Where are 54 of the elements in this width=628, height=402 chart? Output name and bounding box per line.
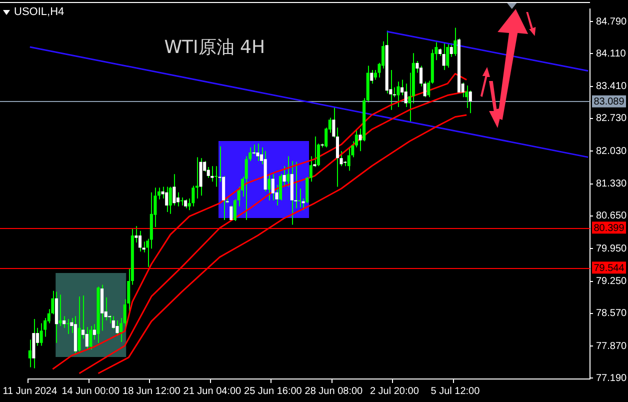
y-tick-label: 83.410 (596, 81, 628, 92)
y-tick-label: 84.790 (596, 16, 628, 28)
y-tick-label: 84.110 (596, 48, 626, 60)
chart-title: USOIL,H4 (14, 6, 64, 18)
y-tick-label: 79.950 (596, 243, 628, 254)
candlestick (454, 27, 457, 56)
candlestick (446, 42, 450, 68)
x-tick-label: 14 Jun 00:00 (62, 386, 120, 397)
candlestick (465, 84, 468, 108)
candlestick (256, 143, 260, 162)
candlestick (112, 316, 115, 330)
candlestick (66, 318, 70, 334)
y-tick-label: 77.190 (596, 372, 628, 384)
candlestick (244, 156, 248, 221)
candlestick (271, 174, 274, 201)
candlestick (116, 320, 119, 336)
y-tick-label: 81.330 (596, 178, 628, 190)
candlestick (28, 339, 32, 368)
candlestick (286, 156, 290, 188)
ref-line-label: 83.089 (594, 96, 625, 108)
candlestick (78, 296, 81, 352)
x-tick-label: 5 Jul 12:00 (430, 386, 480, 397)
x-tick-label: 2 Jul 20:00 (370, 386, 420, 397)
candlestick (396, 81, 400, 108)
ref-line-label: 79.544 (594, 262, 625, 274)
y-tick-label: 78.570 (596, 308, 628, 320)
candlestick (252, 144, 256, 155)
candlestick (340, 150, 343, 167)
candlestick (214, 166, 218, 188)
candlestick (138, 230, 142, 252)
y-tick-label: 77.870 (596, 340, 628, 352)
x-tick-label: 21 Jun 04:00 (183, 386, 242, 397)
y-tick-label: 79.250 (596, 276, 628, 288)
candlestick (347, 146, 350, 172)
candlestick (298, 188, 302, 208)
y-tick-label: 82.030 (596, 146, 628, 157)
x-tick-label: 11 Jun 2024 (2, 386, 58, 397)
annotation: WTI原油 4H (164, 36, 266, 59)
candlestick (230, 204, 233, 222)
candlestick (89, 326, 92, 350)
candlestick (404, 83, 408, 108)
x-tick-label: 18 Jun 12:00 (122, 386, 181, 397)
candlestick (165, 186, 168, 213)
candlestick (268, 174, 271, 201)
candlestick (210, 166, 214, 182)
candlestick (168, 186, 172, 214)
y-tick-label: 80.650 (596, 210, 628, 222)
candlestick (40, 322, 43, 346)
ref-line-label: 80.399 (594, 222, 625, 234)
x-tick-label: 28 Jun 08:00 (304, 386, 364, 397)
candlestick (442, 42, 446, 70)
x-tick-label: 25 Jun 16:00 (244, 386, 302, 397)
y-tick-label: 82.730 (596, 113, 628, 124)
candlestick (192, 185, 195, 207)
